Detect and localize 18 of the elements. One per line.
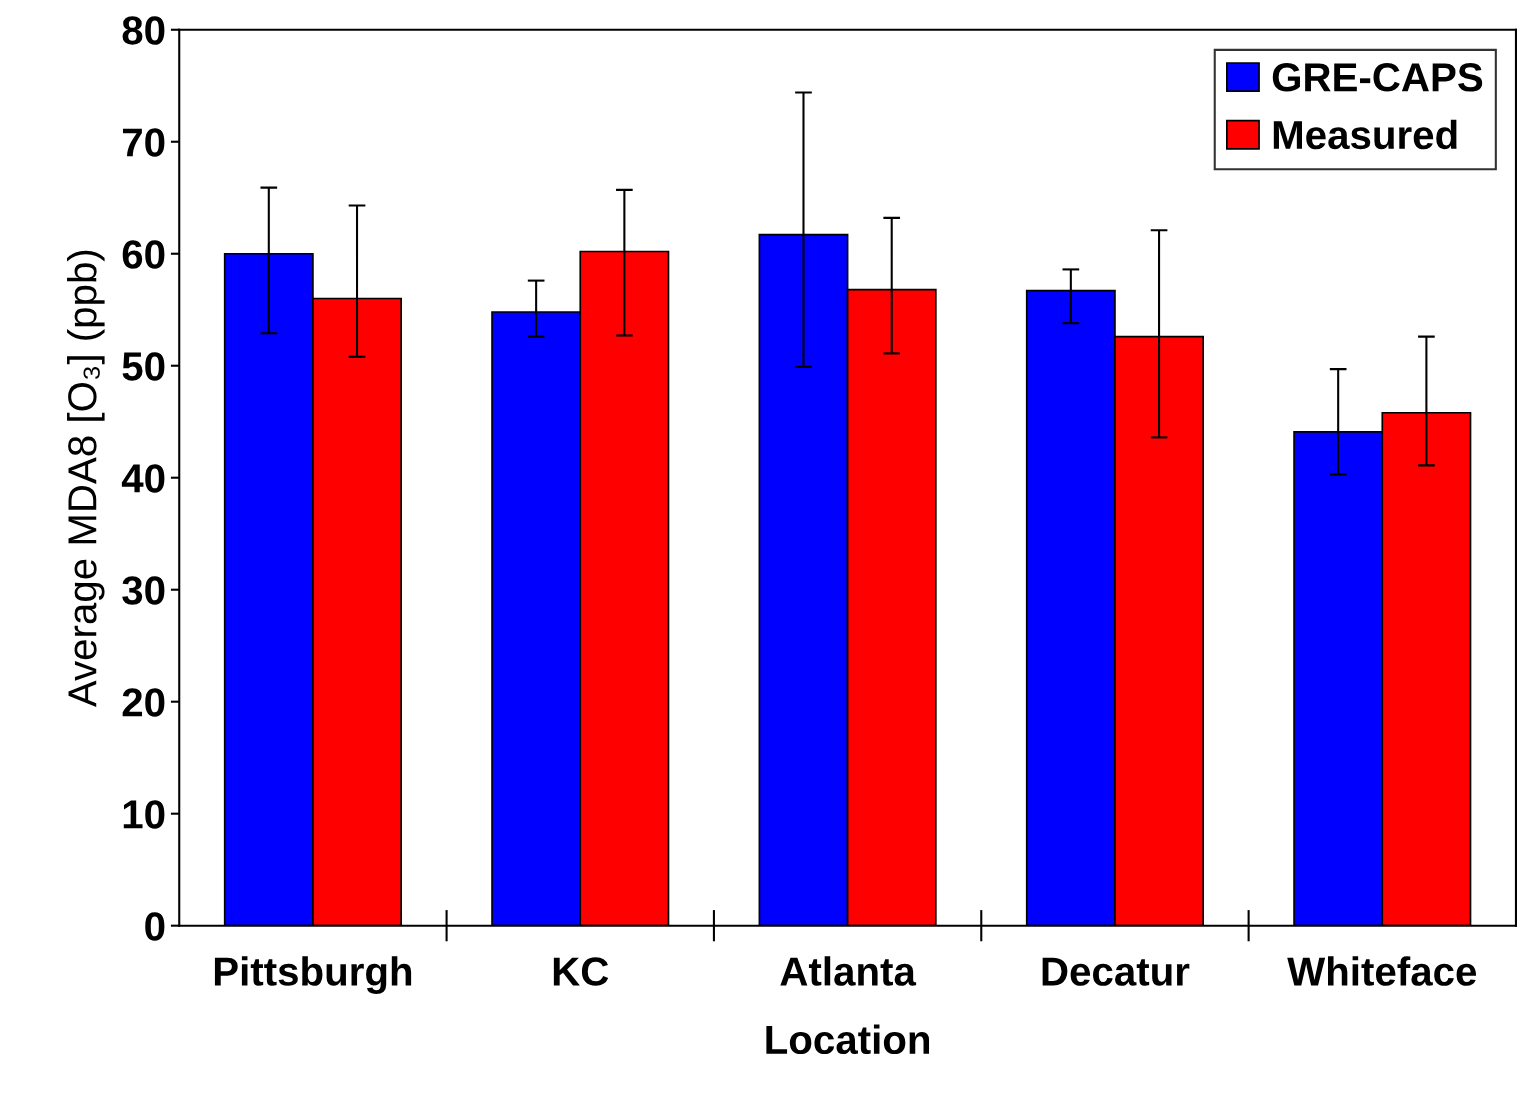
x-axis-title: Location xyxy=(766,1024,930,1055)
x-tick-label: Whiteface xyxy=(1287,956,1477,986)
y-tick-label: 0 xyxy=(145,912,165,941)
y-axis-title: Average MDA8 [O₃] (ppb) xyxy=(67,250,105,708)
y-tick-label: 50 xyxy=(122,352,165,381)
legend-label: GRE-CAPS xyxy=(1272,63,1483,92)
legend-label: Measured xyxy=(1273,119,1457,150)
y-tick-label: 80 xyxy=(122,16,165,45)
y-tick-label: 30 xyxy=(122,576,165,605)
x-tick-label: Atlanta xyxy=(780,956,917,986)
y-tick-label: 70 xyxy=(122,128,165,157)
y-tick-label: 60 xyxy=(122,240,165,269)
x-tick-label: Pittsburgh xyxy=(214,956,412,994)
y-tick-label: 20 xyxy=(122,688,165,717)
y-tick-label: 10 xyxy=(123,800,165,829)
x-tick-label: Decatur xyxy=(1042,957,1190,986)
y-tick-label: 40 xyxy=(121,464,165,493)
x-tick-label: KC xyxy=(553,957,609,986)
